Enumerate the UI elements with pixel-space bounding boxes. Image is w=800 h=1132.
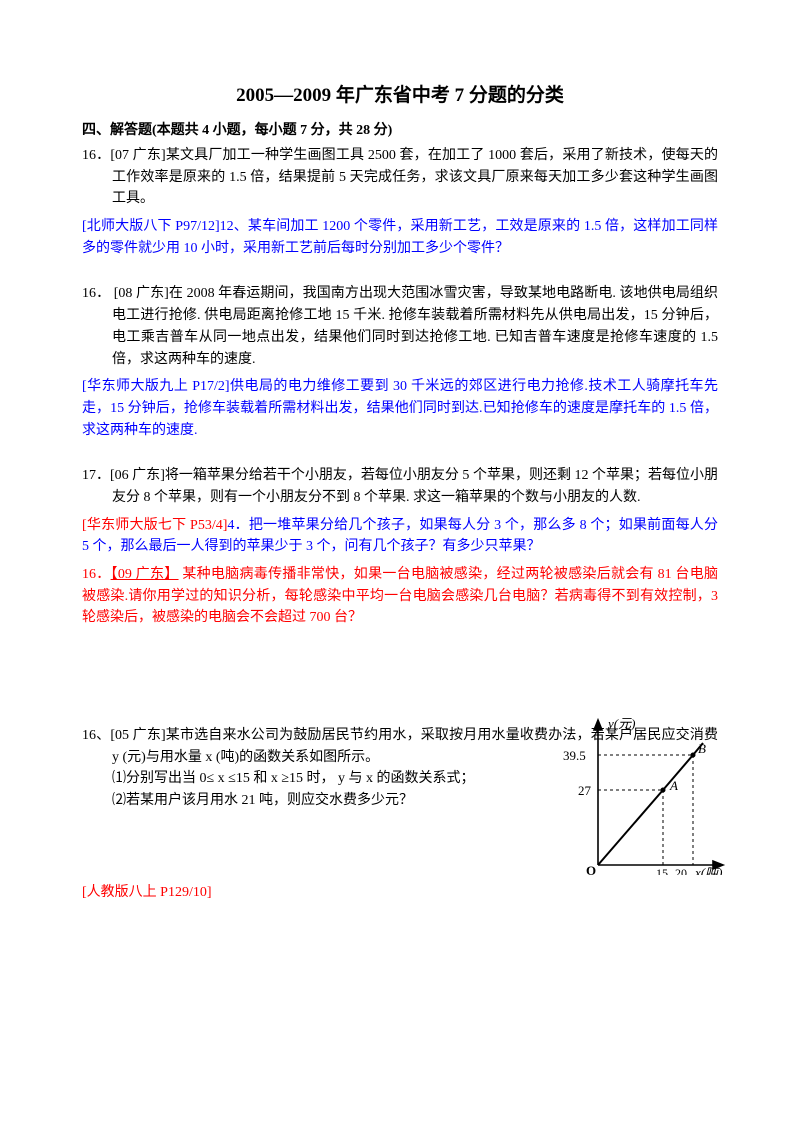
document-page: 2005—2009 年广东省中考 7 分题的分类 四、解答题(本题共 4 小题，… bbox=[0, 0, 800, 944]
spacer bbox=[82, 635, 718, 725]
origin-label: O bbox=[586, 863, 596, 875]
line-chart: y(元) 39.5 27 A B O 15 20 x(吨) bbox=[558, 715, 728, 875]
x-axis-label: x(吨) bbox=[694, 865, 722, 875]
section-header: 四、解答题(本题共 4 小题，每小题 7 分，共 28 分) bbox=[82, 119, 718, 139]
question-number: 16． bbox=[82, 567, 111, 582]
page-title: 2005—2009 年广东省中考 7 分题的分类 bbox=[82, 80, 718, 107]
spacer bbox=[82, 265, 718, 283]
y-axis-label: y(元) bbox=[606, 716, 635, 731]
chart-container: 16、[05 广东]某市选自来水公司为鼓励居民节约用水，采取按月用水量收费办法，… bbox=[82, 725, 718, 812]
x-tick-a: 15 bbox=[656, 866, 668, 875]
question-number: 17． bbox=[82, 468, 110, 483]
x-tick-b: 20 bbox=[675, 866, 687, 875]
spacer bbox=[82, 447, 718, 465]
reference-17: [华东师大版七下 P53/4]4．把一堆苹果分给几个孩子，如果每人分 3 个，那… bbox=[82, 515, 718, 558]
question-number: 16、 bbox=[82, 728, 110, 743]
question-number: 16． bbox=[82, 148, 110, 163]
reference-16-08: [华东师大版九上 P17/2]供电局的电力维修工要到 30 千米远的郊区进行电力… bbox=[82, 376, 718, 441]
reference-16-07: [北师大版八下 P97/12]12、某车间加工 1200 个零件，采用新工艺，工… bbox=[82, 216, 718, 259]
question-number: 16． bbox=[82, 286, 110, 301]
question-17: 17．[06 广东]将一箱苹果分给若干个小朋友，若每位小朋友分 5 个苹果，则还… bbox=[82, 465, 718, 508]
y-tick-a: 27 bbox=[578, 783, 592, 798]
y-tick-b: 39.5 bbox=[563, 748, 586, 763]
question-text: [07 广东]某文具厂加工一种学生画图工具 2500 套，在加工了 1000 套… bbox=[110, 148, 718, 206]
question-text: [08 广东]在 2008 年春运期间，我国南方出现大范围冰雪灾害，导致某地电路… bbox=[110, 286, 718, 366]
question-16-09: 16．【09 广东】 某种电脑病毒传播非常快，如果一台电脑被感染，经过两轮被感染… bbox=[82, 564, 718, 629]
question-text: [06 广东]将一箱苹果分给若干个小朋友，若每位小朋友分 5 个苹果，则还剩 1… bbox=[110, 468, 718, 505]
ref-prefix: [华东师大版七下 P53/4] bbox=[82, 518, 227, 533]
point-a-label: A bbox=[669, 778, 678, 793]
question-16-08: 16． [08 广东]在 2008 年春运期间，我国南方出现大范围冰雪灾害，导致… bbox=[82, 283, 718, 370]
question-tag: 【09 广东】 bbox=[111, 567, 179, 582]
reference-16-05: [人教版八上 P129/10] bbox=[82, 882, 718, 904]
question-16-07: 16．[07 广东]某文具厂加工一种学生画图工具 2500 套，在加工了 100… bbox=[82, 145, 718, 210]
point-b-label: B bbox=[698, 741, 706, 756]
